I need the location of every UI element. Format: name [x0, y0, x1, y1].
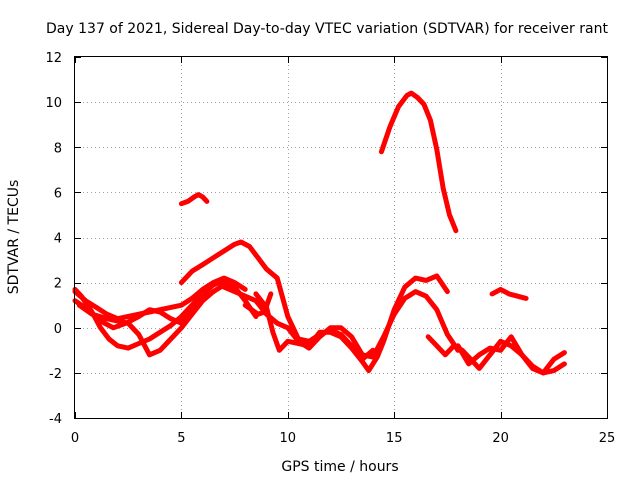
y-tick-label: 6	[54, 186, 62, 201]
series-line-track-3	[72, 282, 259, 331]
series-line-track-12	[489, 286, 529, 301]
series-group	[72, 90, 567, 376]
y-tick-label: 8	[54, 141, 62, 156]
chart-title: Day 137 of 2021, Sidereal Day-to-day VTE…	[46, 21, 608, 37]
y-tick-label: -4	[49, 412, 62, 427]
x-tick-label: 25	[599, 431, 616, 446]
series-line-track-9	[178, 192, 210, 207]
x-axis-label: GPS time / hours	[281, 459, 398, 475]
y-tick-label: -2	[49, 367, 62, 382]
x-tick-label: 5	[177, 431, 185, 446]
series-line-track-13	[242, 291, 274, 317]
y-tick-label: 10	[45, 96, 62, 111]
tick-labels: 0 5 10 15 20 25 -4 -2 0 2 4 6 8 10 12	[45, 51, 615, 446]
x-tick-label: 10	[280, 431, 297, 446]
y-axis-label: SDTVAR / TECUs	[6, 180, 22, 295]
series-line-track-2	[72, 277, 238, 351]
plot-frame	[74, 56, 608, 419]
series-line-track-10	[425, 334, 567, 376]
series-line-track-8	[378, 90, 459, 234]
x-tick-label: 15	[386, 431, 403, 446]
x-tick-label: 20	[492, 431, 509, 446]
y-tick-label: 2	[54, 277, 62, 292]
y-tick-label: 0	[54, 322, 62, 337]
series-line-track-11	[455, 334, 567, 376]
series-line-track-4	[76, 289, 216, 358]
series-line-track-7	[253, 273, 450, 374]
y-tick-label: 4	[54, 232, 62, 247]
x-tick-label: 0	[71, 431, 79, 446]
y-tick-label: 12	[45, 51, 62, 66]
